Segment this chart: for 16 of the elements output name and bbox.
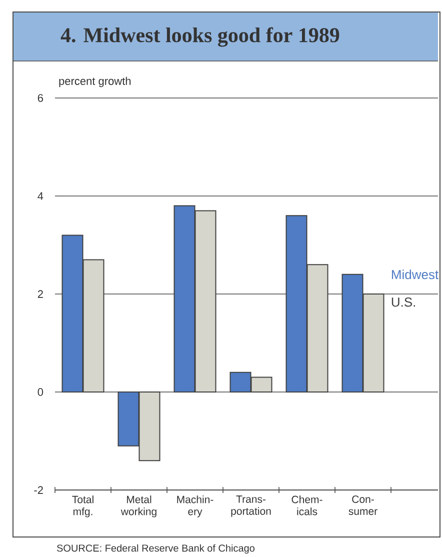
y-tick-label: 4 <box>38 192 44 200</box>
x-tick-label: Machin- ery <box>177 496 214 518</box>
y-tick-label: -2 <box>34 486 43 494</box>
text: Midwest <box>392 270 439 280</box>
x-tick-label: Metal working <box>120 496 156 518</box>
y-axis-title: percent growth <box>59 76 131 88</box>
chart-title: 4. Midwest looks good for 1989 <box>60 27 340 47</box>
source-note: SOURCE: Federal Reserve Bank of Chicago <box>57 544 255 554</box>
y-tick-label: 0 <box>38 388 44 396</box>
x-tick-label: Total mfg. <box>72 496 94 518</box>
x-tick-label: Trans- portation <box>231 496 271 517</box>
y-tick-label: 2 <box>38 290 43 298</box>
x-tick-label: Con- sumer <box>348 496 378 515</box>
series-label: U.S. <box>392 298 416 307</box>
x-tick-label: Chem- icals <box>292 496 322 516</box>
y-tick-label: 6 <box>38 94 44 102</box>
